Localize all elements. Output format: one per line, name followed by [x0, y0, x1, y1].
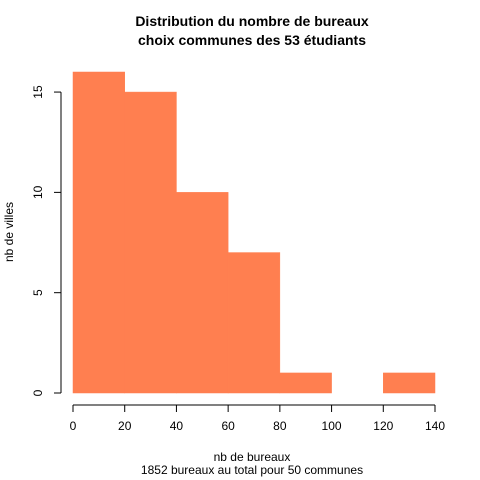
y-tick-label-3: 15 — [31, 85, 45, 99]
y-axis: 0 5 10 15 — [31, 85, 62, 396]
chart-title: Distribution du nombre de bureaux choix … — [135, 13, 369, 48]
x-tick-label-1: 20 — [118, 419, 132, 433]
x-tick-label-3: 60 — [221, 419, 235, 433]
histogram-bar-3 — [227, 252, 281, 394]
x-tick-label-0: 0 — [70, 419, 77, 433]
x-tick-label-7: 140 — [425, 419, 445, 433]
x-tick-label-4: 80 — [273, 419, 287, 433]
x-tick-label-6: 120 — [373, 419, 393, 433]
y-axis-label: nb de villes — [2, 202, 16, 262]
title-line-2: choix communes des 53 étudiants — [138, 32, 366, 48]
x-tick-label-2: 40 — [170, 419, 184, 433]
histogram-bar-2 — [176, 192, 229, 394]
y-tick-label-0: 0 — [31, 389, 45, 396]
x-axis: 0 20 40 60 80 100 120 140 — [70, 404, 445, 433]
x-tick-label-5: 100 — [322, 419, 342, 433]
y-tick-label-2: 10 — [31, 185, 45, 199]
title-line-1: Distribution du nombre de bureaux — [135, 13, 369, 29]
x-axis-label: nb de bureaux — [214, 450, 291, 464]
histogram-bars — [72, 71, 436, 394]
histogram-bar-4 — [279, 372, 332, 394]
histogram-bar-1 — [124, 91, 177, 394]
histogram-bar-6 — [383, 372, 436, 394]
x-axis-subtitle: 1852 bureaux au total pour 50 communes — [141, 463, 363, 477]
y-tick-label-1: 5 — [31, 289, 45, 296]
histogram-bar-0 — [72, 71, 125, 394]
